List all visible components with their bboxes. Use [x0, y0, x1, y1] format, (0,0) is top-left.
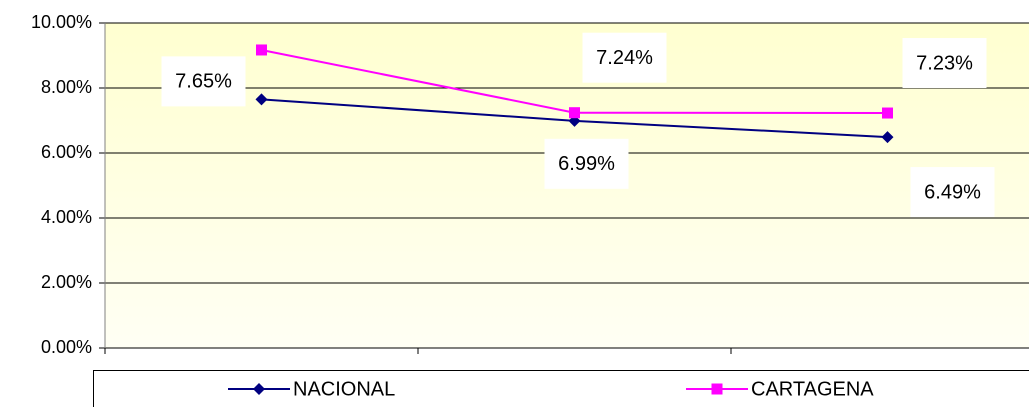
data-label-box [544, 138, 629, 189]
data-label: 6.99% [558, 153, 615, 175]
data-label: 6.49% [924, 181, 981, 203]
data-label: 7.24% [596, 47, 653, 69]
y-tick-label: 8.00% [41, 77, 92, 97]
y-tick-label: 2.00% [41, 272, 92, 292]
data-label-box [161, 56, 246, 107]
data-label-box [902, 38, 987, 89]
marker [569, 107, 580, 119]
marker [711, 383, 723, 395]
marker [255, 93, 268, 106]
data-label-box [910, 167, 995, 218]
y-tick-label: 10.00% [31, 12, 92, 32]
marker [256, 44, 267, 56]
y-tick-label: 6.00% [41, 142, 92, 162]
marker [882, 107, 893, 119]
legend-label: NACIONAL [293, 378, 395, 400]
marker [253, 383, 265, 395]
y-tick-label: 0.00% [41, 337, 92, 357]
legend-label: CARTAGENA [751, 378, 874, 400]
data-label: 7.65% [175, 71, 232, 93]
data-label: 7.23% [916, 52, 973, 74]
data-label-box [582, 32, 667, 83]
marker [881, 131, 894, 144]
y-tick-label: 4.00% [41, 207, 92, 227]
